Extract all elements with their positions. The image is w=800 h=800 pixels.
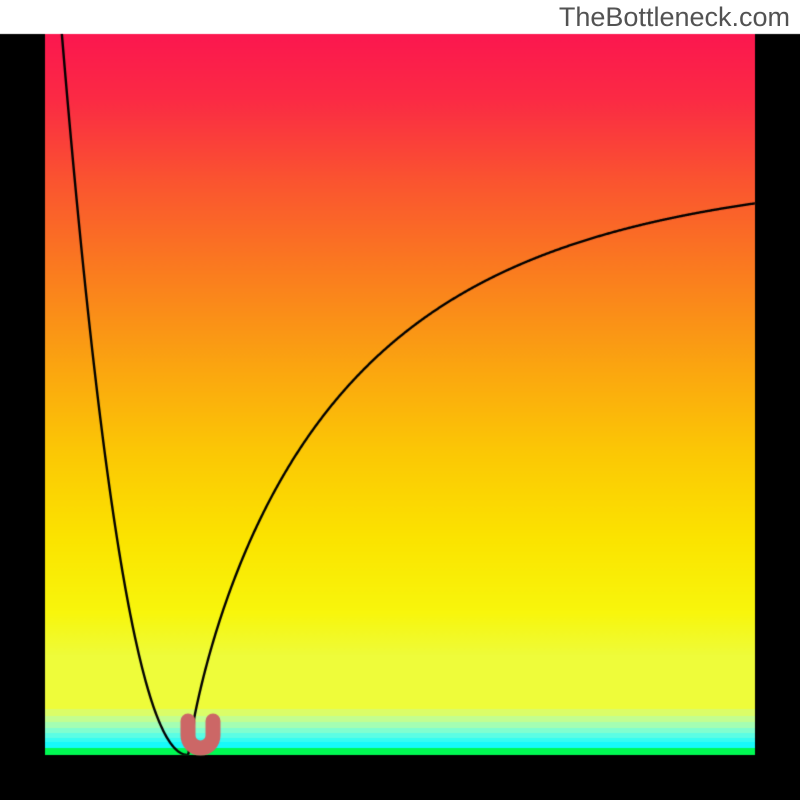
chart-stage: TheBottleneck.com xyxy=(0,0,800,800)
optimal-point-marker-canvas xyxy=(0,0,800,800)
watermark-text: TheBottleneck.com xyxy=(559,2,790,33)
